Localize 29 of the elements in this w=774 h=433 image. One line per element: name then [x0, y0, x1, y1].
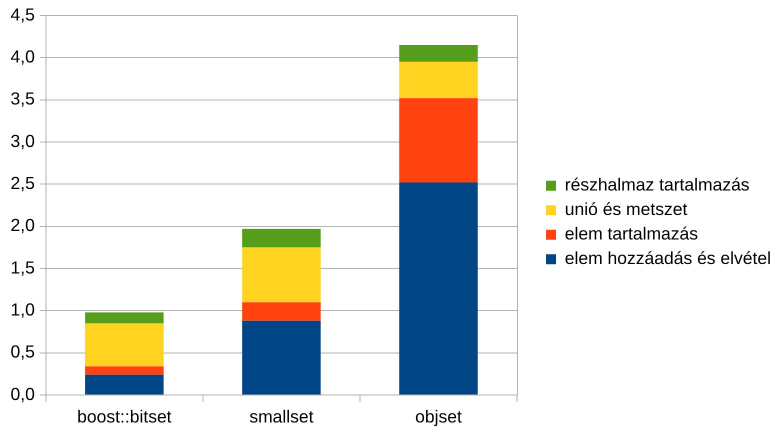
- bar: [399, 45, 478, 62]
- x-tick-label: boost::bitset: [77, 406, 172, 426]
- bar: [242, 320, 321, 394]
- y-tick-label: 2,0: [10, 215, 36, 236]
- bar: [242, 228, 321, 248]
- y-tick-label: 3,5: [10, 88, 35, 109]
- bar: [399, 182, 478, 394]
- bar: [85, 312, 164, 324]
- bar: [85, 374, 164, 394]
- y-tick-label: 2,5: [10, 172, 35, 193]
- bar: [85, 366, 164, 375]
- bar: [242, 247, 321, 302]
- y-tick-label: 0,0: [10, 384, 36, 404]
- y-tick-label: 3,0: [10, 130, 36, 151]
- legend-label: unió és metszet: [564, 199, 688, 220]
- bar: [399, 98, 478, 182]
- x-tick-label: smallset: [249, 406, 314, 426]
- y-tick-label: 4,0: [10, 46, 36, 66]
- y-tick-label: 1,5: [10, 257, 35, 278]
- legend-label: elem hozzáadás és elvétel: [564, 248, 772, 268]
- bar: [242, 302, 321, 321]
- x-tick-label: objset: [415, 406, 462, 426]
- bar: [399, 62, 478, 98]
- y-tick-label: 1,0: [10, 299, 36, 320]
- legend-label: elem tartalmazás: [564, 224, 698, 244]
- bar: [85, 323, 164, 366]
- y-tick-label: 4,5: [10, 4, 35, 24]
- legend-label: részhalmaz tartalmazás: [564, 174, 750, 195]
- y-tick-label: 0,5: [10, 342, 35, 362]
